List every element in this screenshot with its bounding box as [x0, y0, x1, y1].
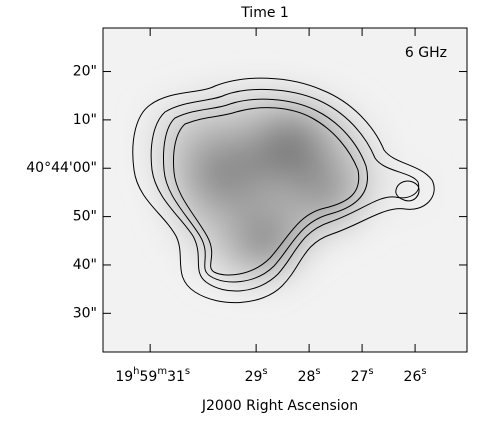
y-tick-label: 40°44'00": [26, 160, 97, 176]
x-tick-label: 28s: [298, 366, 321, 385]
x-tick-label: 29s: [245, 366, 268, 385]
plot-frame: [102, 27, 468, 353]
y-tick-label: 40": [73, 257, 97, 273]
x-tick-label: 27s: [351, 366, 374, 385]
y-tick-label: 50": [73, 209, 97, 225]
y-tick-label: 20": [73, 64, 97, 80]
x-axis-label: J2000 Right Ascension: [201, 398, 358, 414]
annotation: 6 GHz: [405, 45, 447, 61]
y-tick-label: 10": [73, 112, 97, 128]
y-tick-label: 30": [73, 305, 97, 321]
contours: [132, 77, 435, 304]
x-tick-label: 26s: [404, 366, 427, 385]
x-tick-label: 19h59m31s: [115, 366, 190, 385]
emission-map: [132, 77, 435, 304]
chart-title: Time 1: [240, 5, 289, 21]
